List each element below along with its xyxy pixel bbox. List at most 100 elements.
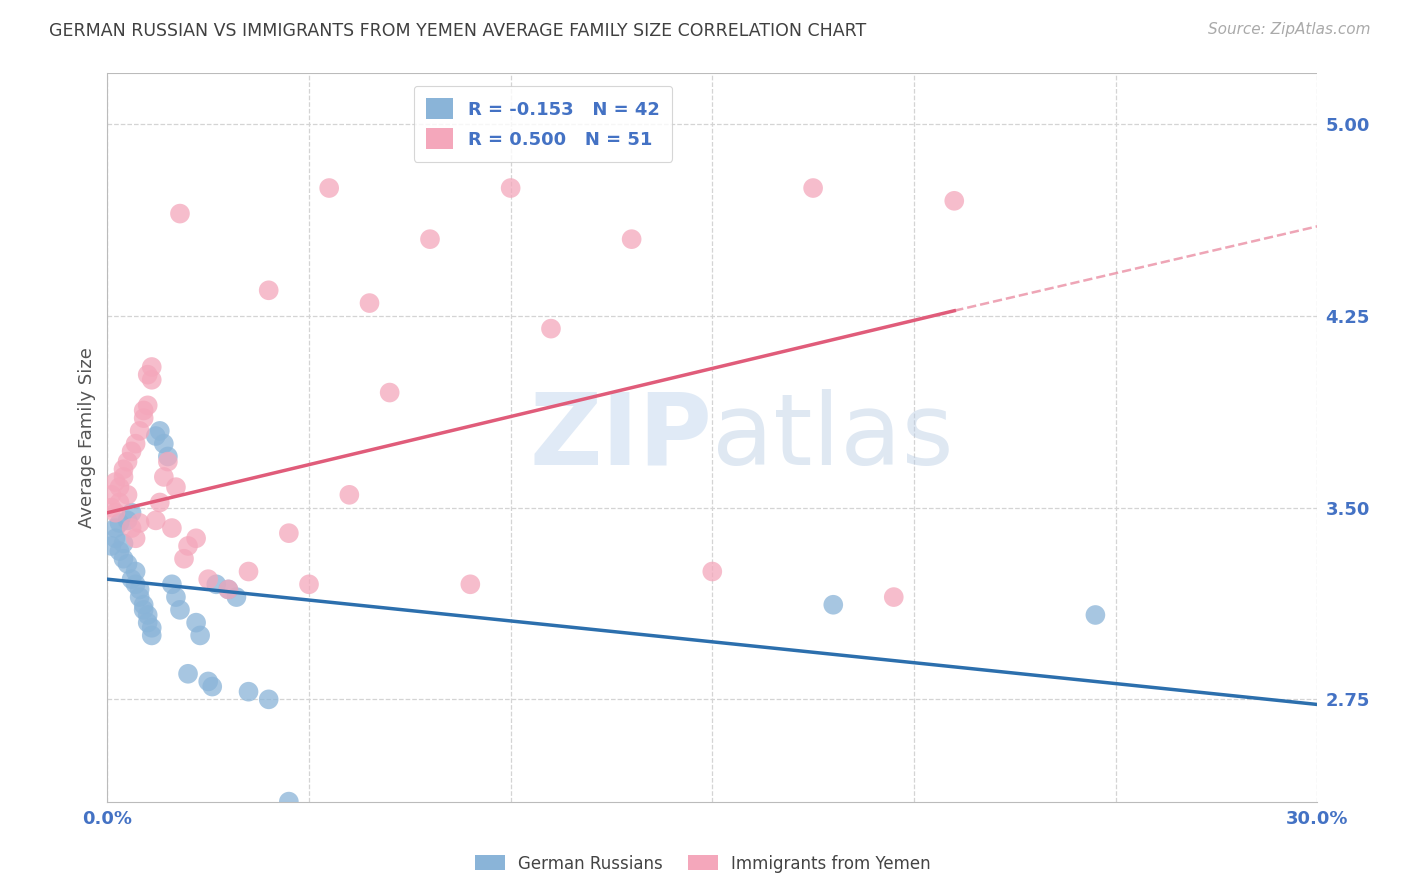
Point [238,565,260,579]
Point [188,628,211,642]
Point [112,536,135,550]
Y-axis label: Average Family Size: Average Family Size [79,347,96,528]
Point [197,572,219,586]
Point [337,488,360,502]
Point [124,577,146,591]
Point [160,577,183,591]
Point [184,615,207,630]
Point [100,500,122,515]
Point [117,513,139,527]
Point [124,436,146,450]
Point [128,590,150,604]
Point [217,582,239,597]
Point [156,450,179,464]
Text: atlas: atlas [713,389,953,486]
Point [257,692,280,706]
Point [124,565,146,579]
Point [112,470,135,484]
Point [141,628,163,642]
Point [136,368,159,382]
Point [141,621,163,635]
Point [132,411,155,425]
Point [149,495,172,509]
Point [359,296,381,310]
Point [136,398,159,412]
Point [117,557,139,571]
Point [128,424,150,438]
Point [499,181,522,195]
Point [169,603,191,617]
Point [149,424,172,438]
Point [132,403,155,417]
Point [108,544,131,558]
Point [104,475,127,489]
Point [117,488,139,502]
Point [318,181,340,195]
Point [225,590,247,604]
Point [128,582,150,597]
Point [177,666,200,681]
Point [141,373,163,387]
Point [153,436,176,450]
Point [205,577,228,591]
Point [108,516,131,530]
Point [100,539,122,553]
Point [177,539,200,553]
Text: GERMAN RUSSIAN VS IMMIGRANTS FROM YEMEN AVERAGE FAMILY SIZE CORRELATION CHART: GERMAN RUSSIAN VS IMMIGRANTS FROM YEMEN … [49,22,866,40]
Point [121,444,143,458]
Point [173,551,195,566]
Point [238,684,260,698]
Point [108,495,131,509]
Point [277,526,299,541]
Point [160,521,183,535]
Point [184,531,207,545]
Legend: R = -0.153   N = 42, R = 0.500   N = 51: R = -0.153 N = 42, R = 0.500 N = 51 [413,86,672,161]
Point [153,470,176,484]
Point [104,506,127,520]
Point [943,194,966,208]
Point [136,607,159,622]
Point [132,603,155,617]
Point [277,795,299,809]
Point [298,577,321,591]
Point [165,480,187,494]
Point [823,598,845,612]
Point [883,590,905,604]
Point [141,359,163,374]
Point [702,565,724,579]
Point [197,674,219,689]
Point [104,531,127,545]
Point [165,590,187,604]
Legend: German Russians, Immigrants from Yemen: German Russians, Immigrants from Yemen [468,848,938,880]
Point [100,488,122,502]
Point [620,232,643,246]
Point [257,283,280,297]
Text: ZIP: ZIP [530,389,713,486]
Point [801,181,824,195]
Point [460,577,482,591]
Point [540,321,562,335]
Point [201,680,224,694]
Point [112,551,135,566]
Text: Source: ZipAtlas.com: Source: ZipAtlas.com [1208,22,1371,37]
Point [117,454,139,468]
Point [121,521,143,535]
Point [298,813,321,827]
Point [419,232,441,246]
Point [121,572,143,586]
Point [1084,607,1107,622]
Point [156,454,179,468]
Point [136,615,159,630]
Point [124,531,146,545]
Point [217,582,239,597]
Point [128,516,150,530]
Point [104,521,127,535]
Point [132,598,155,612]
Point [108,480,131,494]
Point [121,506,143,520]
Point [145,513,167,527]
Point [112,462,135,476]
Point [145,429,167,443]
Point [169,206,191,220]
Point [378,385,401,400]
